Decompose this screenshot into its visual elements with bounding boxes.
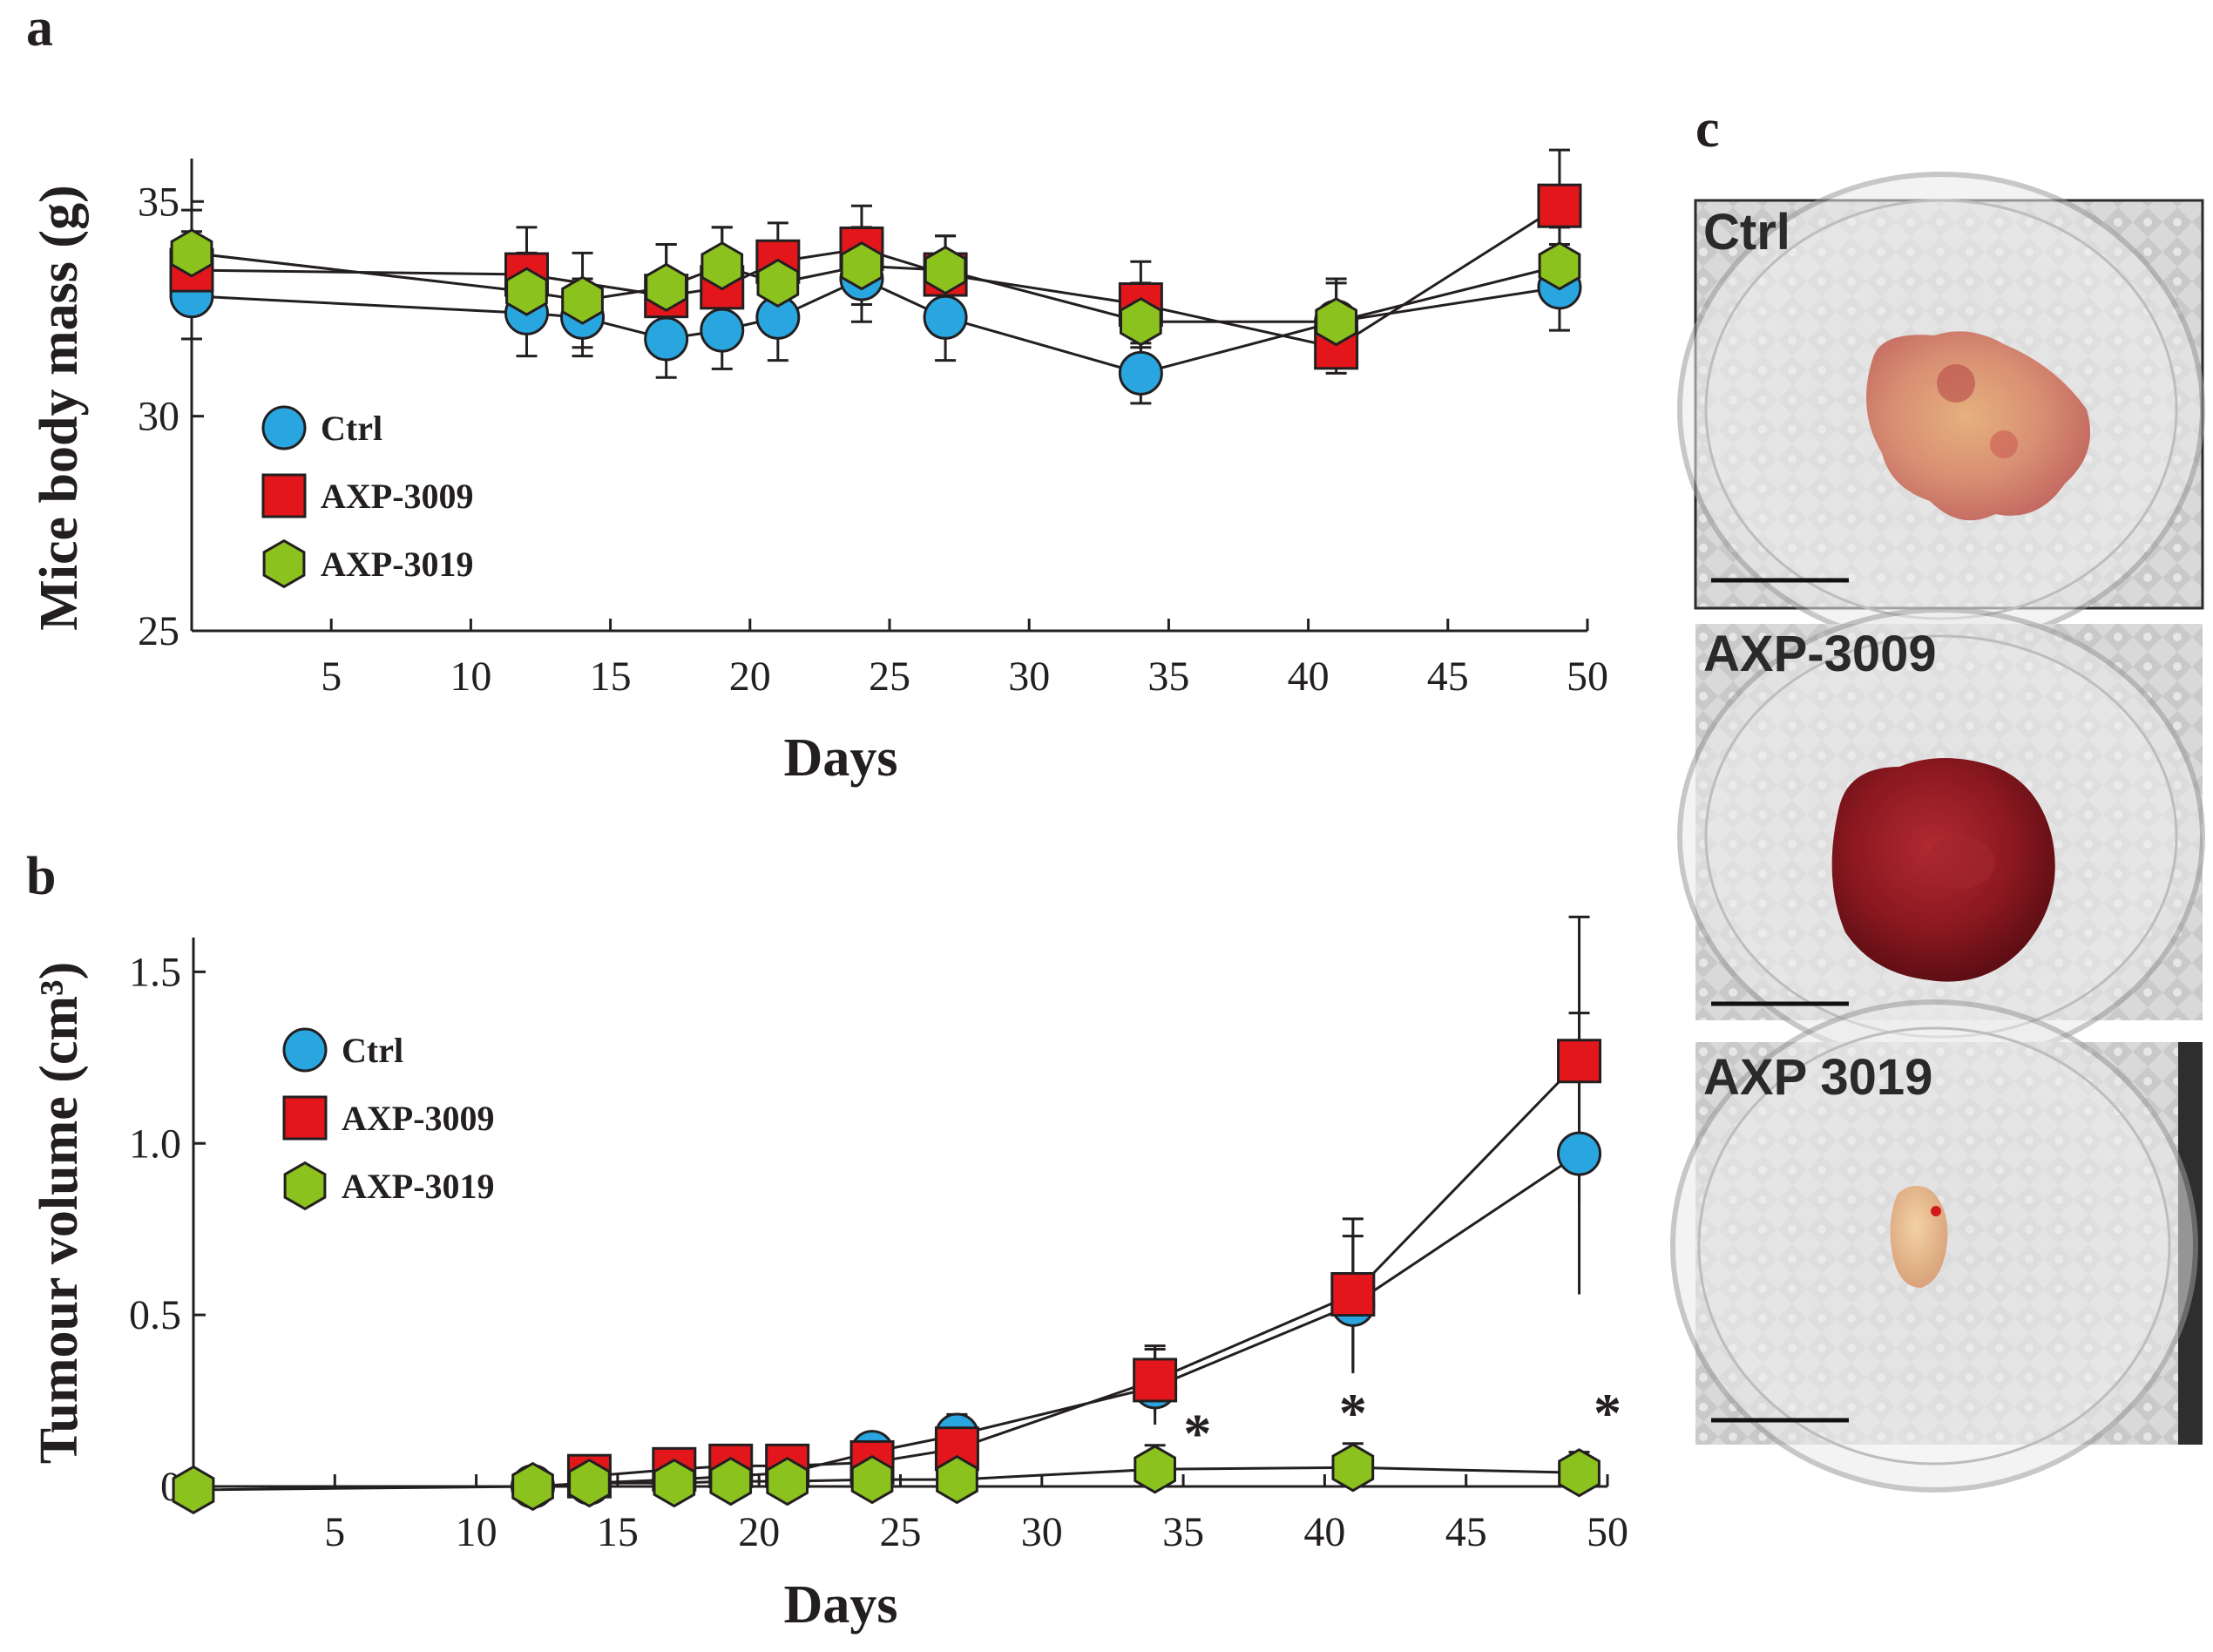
b-point-axp-3019 xyxy=(1134,1445,1176,1494)
b-legend-marker-axp-3009 xyxy=(282,1095,328,1141)
b-x-tick-label: 35 xyxy=(1162,1509,1204,1555)
a-legend-label: AXP-3009 xyxy=(321,477,474,516)
b-point-axp-3019 xyxy=(653,1458,696,1508)
b-x-tick-label: 10 xyxy=(456,1509,497,1555)
a-x-tick-label: 50 xyxy=(1567,653,1608,700)
a-legend-marker-ctrl xyxy=(261,405,307,450)
panel-a-letter: a xyxy=(26,0,53,58)
b-x-tick-label: 50 xyxy=(1587,1509,1628,1555)
ctrl-tumour-shape xyxy=(1866,331,2091,521)
b-point-axp-3009 xyxy=(1133,1357,1178,1403)
a-y-tick-label: 35 xyxy=(138,179,179,225)
b-x-tick-label: 40 xyxy=(1303,1509,1345,1555)
a-point-axp-3019 xyxy=(1120,297,1162,347)
a-point-axp-3019 xyxy=(840,241,883,291)
a-legend-marker-axp-3019 xyxy=(262,538,306,589)
b-x-tick-label: 45 xyxy=(1445,1509,1487,1555)
b-significance-asterisk: * xyxy=(1339,1382,1367,1444)
a-legend-label: AXP-3019 xyxy=(321,545,474,584)
photo-axp3009-label: AXP-3009 xyxy=(1703,626,1937,682)
b-point-axp-3019 xyxy=(766,1456,809,1506)
body-mass-axes: 5 10 15 20 25 30 35 40 45 50 25 30 35 xyxy=(138,159,1608,700)
a-point-ctrl xyxy=(700,308,745,353)
photo-axp3019-label: AXP 3019 xyxy=(1703,1049,1932,1106)
a-point-axp-3019 xyxy=(505,267,548,316)
body-mass-legend: Ctrl AXP-3009 AXP-3019 xyxy=(261,405,474,589)
panel-c-letter: c xyxy=(1695,99,1720,159)
photo-axp3009-tumour: AXP-3009 xyxy=(1677,607,2205,1066)
b-line-axp-3009 xyxy=(589,1060,1580,1478)
a-x-tick-label: 45 xyxy=(1427,653,1469,700)
tumour-volume-x-axis-title: Days xyxy=(784,1575,898,1635)
a-legend-marker-axp-3009 xyxy=(261,473,307,518)
tumour-volume-error-bars xyxy=(862,915,1590,1493)
b-point-axp-3009 xyxy=(1330,1272,1376,1317)
b-x-tick-label: 25 xyxy=(880,1509,922,1555)
b-point-axp-3019 xyxy=(709,1456,753,1506)
tumour-volume-markers xyxy=(172,1039,1602,1515)
body-mass-x-axis-title: Days xyxy=(784,728,898,788)
tumour-volume-legend: Ctrl AXP-3009 AXP-3019 xyxy=(282,1027,495,1211)
b-significance-asterisk: * xyxy=(1183,1403,1211,1465)
photo-ctrl-label: Ctrl xyxy=(1703,204,1790,261)
a-point-axp-3009 xyxy=(1537,183,1582,228)
b-point-axp-3019 xyxy=(511,1461,554,1512)
b-point-axp-3019 xyxy=(1558,1448,1601,1498)
body-mass-y-axis-title: Mice body mass (g) xyxy=(30,185,89,630)
a-x-tick-label: 40 xyxy=(1288,653,1330,700)
a-point-ctrl xyxy=(923,295,968,340)
a-point-axp-3019 xyxy=(1538,241,1581,291)
b-y-tick-label: 0.5 xyxy=(129,1292,181,1338)
photo-ctrl-tumour: Ctrl xyxy=(1677,172,2205,647)
a-point-ctrl xyxy=(1118,350,1163,396)
a-point-ctrl xyxy=(644,316,689,362)
b-point-axp-3019 xyxy=(936,1454,978,1505)
b-point-axp-3009 xyxy=(1557,1039,1602,1084)
a-point-axp-3019 xyxy=(170,228,213,278)
b-legend-label: Ctrl xyxy=(342,1031,403,1070)
b-point-axp-3019 xyxy=(172,1465,215,1515)
b-x-tick-label: 30 xyxy=(1021,1509,1063,1555)
a-x-tick-label: 10 xyxy=(450,653,491,700)
significance-markers: * * * xyxy=(1183,1382,1621,1465)
a-point-axp-3019 xyxy=(1315,297,1357,347)
b-y-tick-label: 1.0 xyxy=(129,1121,181,1167)
b-line-ctrl xyxy=(532,1152,1580,1488)
b-significance-asterisk: * xyxy=(1594,1382,1621,1444)
a-y-tick-label: 30 xyxy=(138,394,179,440)
tumour-volume-y-axis-title: Tumour volume (cm³) xyxy=(30,962,89,1465)
b-x-tick-label: 20 xyxy=(738,1509,780,1555)
a-point-axp-3019 xyxy=(700,241,744,291)
a-x-tick-label: 5 xyxy=(321,653,342,700)
a-y-tick-label: 25 xyxy=(138,608,179,654)
b-x-tick-label: 15 xyxy=(597,1509,639,1555)
b-legend-marker-ctrl xyxy=(282,1027,328,1073)
b-x-tick-label: 5 xyxy=(324,1509,345,1555)
a-x-tick-label: 15 xyxy=(590,653,632,700)
a-x-tick-label: 35 xyxy=(1147,653,1189,700)
a-point-axp-3019 xyxy=(561,275,604,325)
panel-b-letter: b xyxy=(26,847,56,906)
b-legend-label: AXP-3009 xyxy=(342,1099,495,1138)
b-point-axp-3019 xyxy=(568,1458,611,1508)
a-point-axp-3019 xyxy=(756,258,800,308)
a-legend-label: Ctrl xyxy=(321,409,382,448)
a-point-axp-3019 xyxy=(924,245,967,295)
b-point-ctrl xyxy=(1557,1131,1602,1176)
body-mass-markers xyxy=(169,183,1582,396)
a-x-tick-label: 25 xyxy=(869,653,910,700)
a-point-axp-3019 xyxy=(645,262,687,312)
b-y-tick-label: 1.5 xyxy=(129,949,181,995)
b-point-axp-3019 xyxy=(850,1454,894,1505)
b-point-axp-3019 xyxy=(1331,1443,1375,1493)
a-x-tick-label: 30 xyxy=(1008,653,1050,700)
photo-axp3019-tumour: AXP 3019 xyxy=(1670,999,2203,1493)
b-legend-marker-axp-3019 xyxy=(283,1161,327,1211)
body-mass-chart: 5 10 15 20 25 30 35 40 45 50 25 30 35 Mice body mass… xyxy=(30,148,1608,788)
a-x-tick-label: 20 xyxy=(729,653,771,700)
b-legend-label: AXP-3019 xyxy=(342,1167,495,1206)
